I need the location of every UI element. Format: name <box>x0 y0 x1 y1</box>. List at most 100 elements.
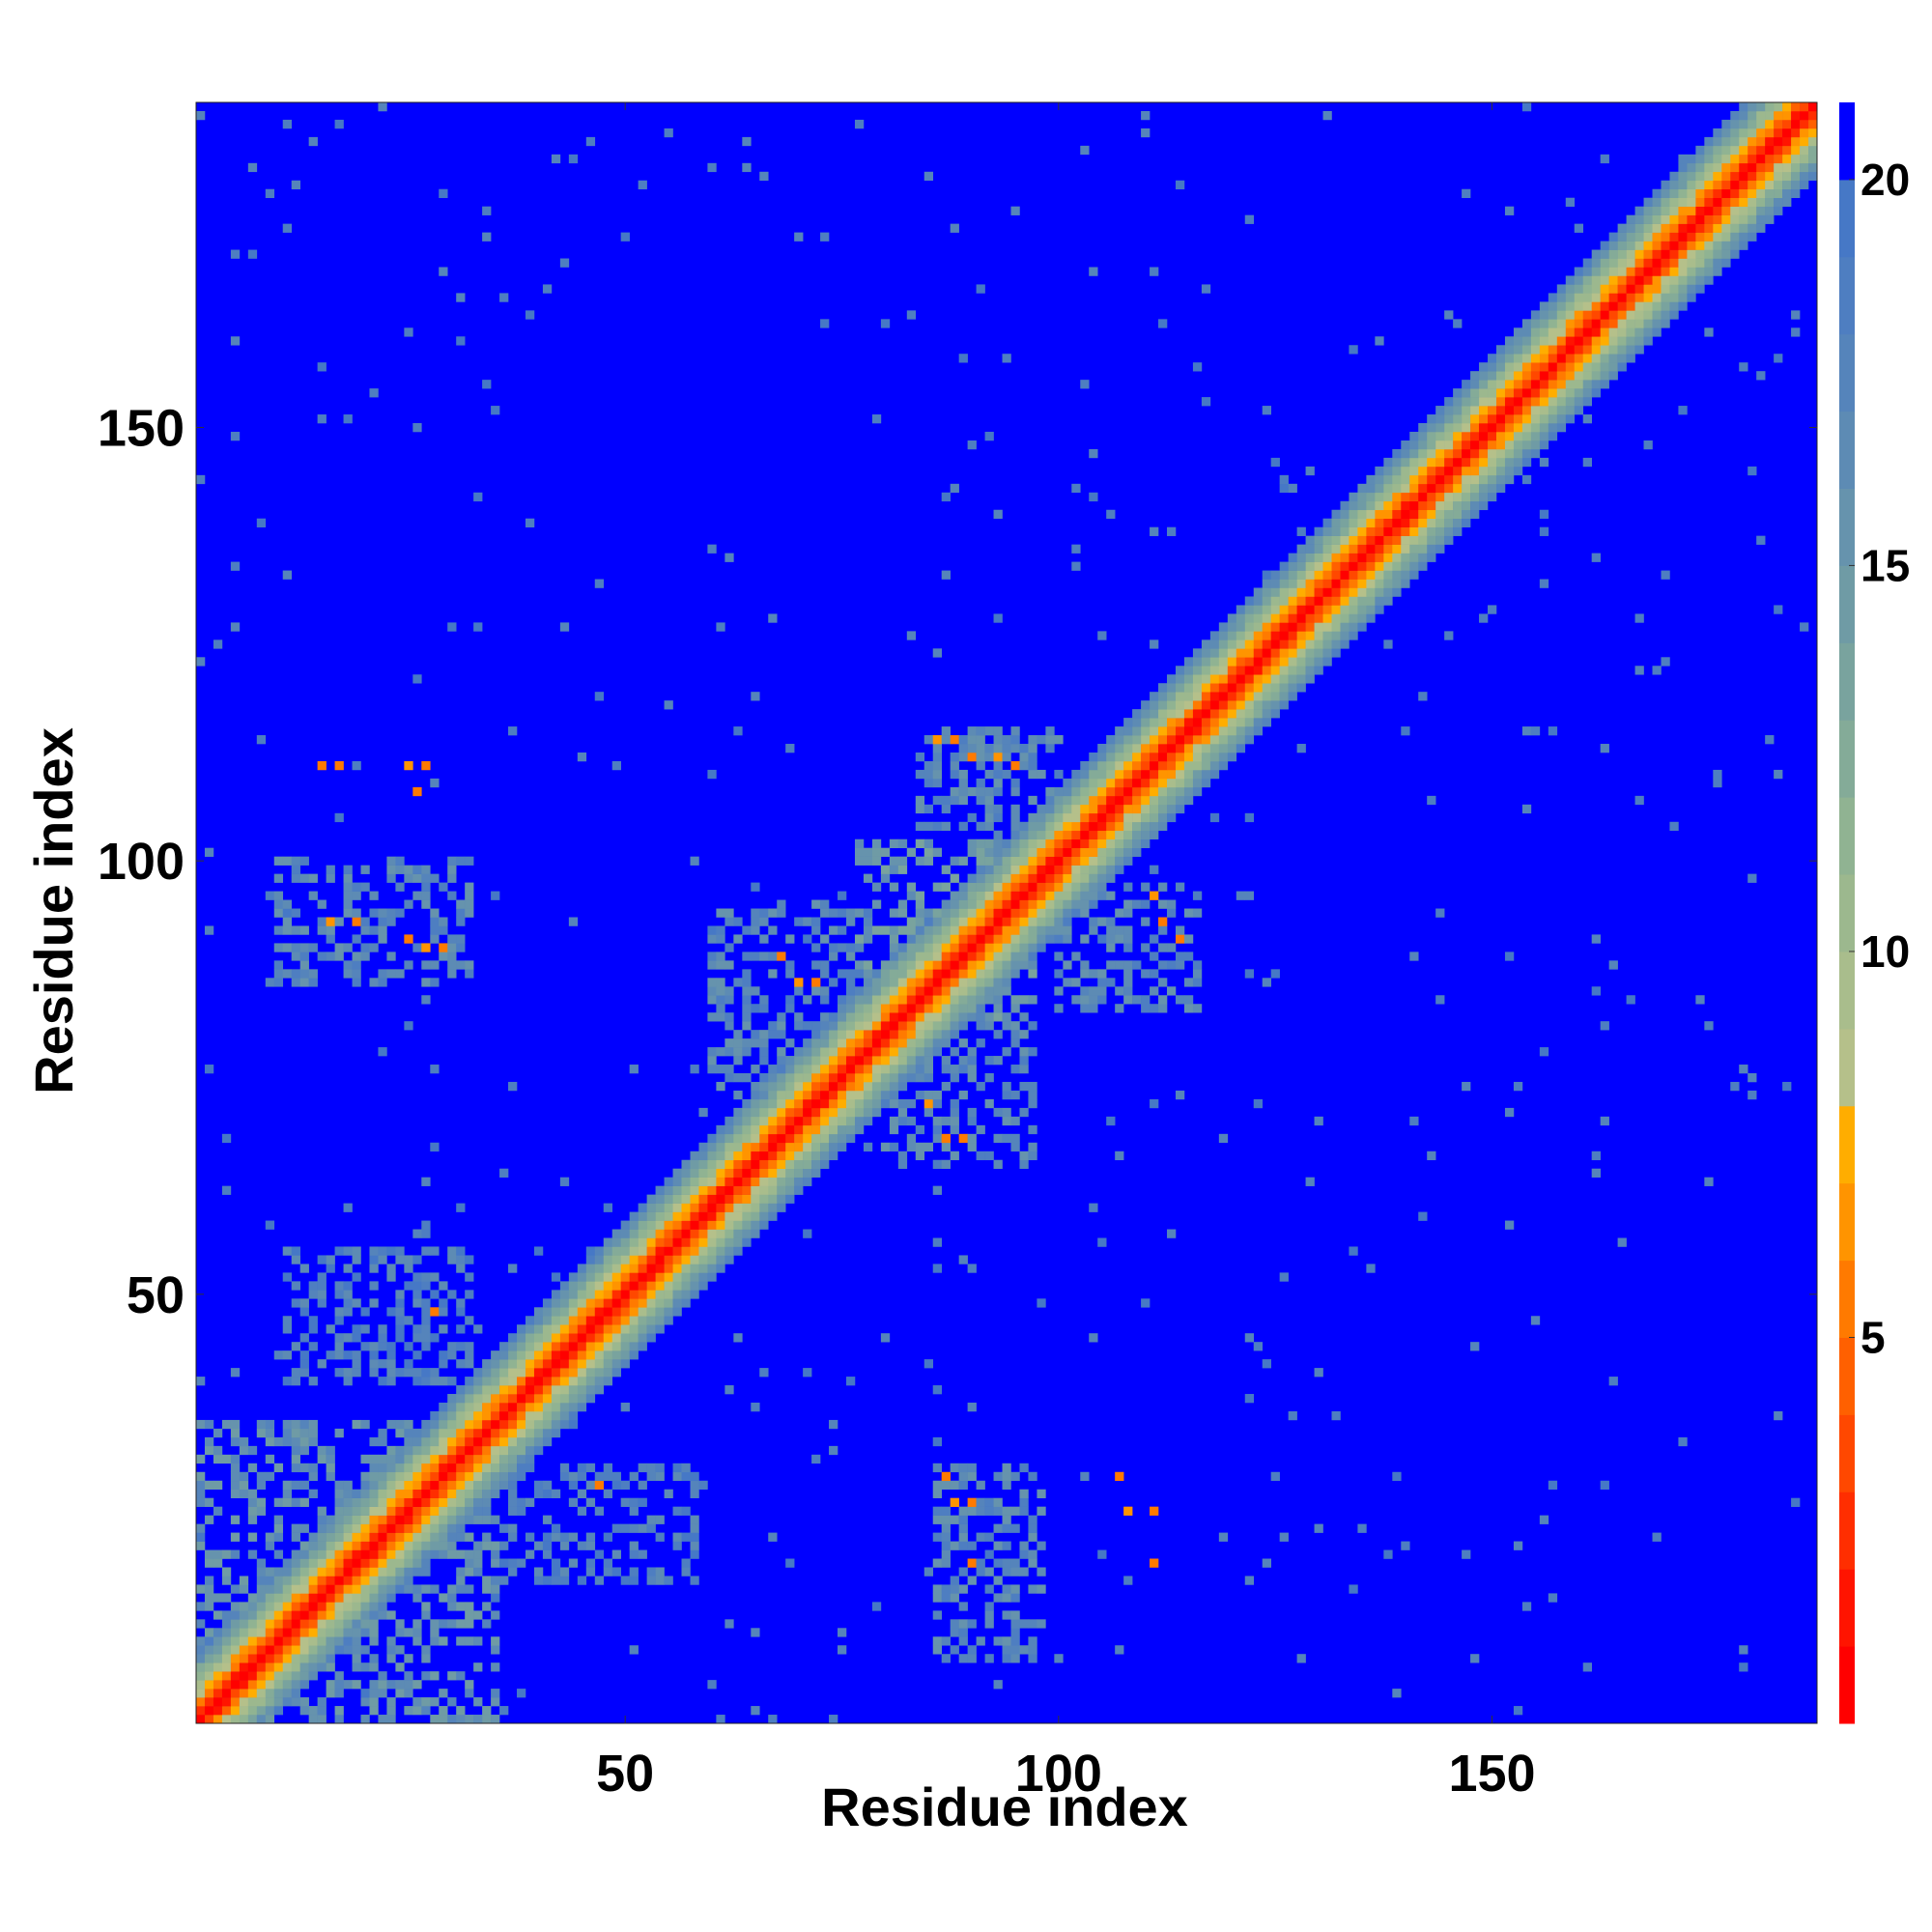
heatmap-cell <box>742 1220 752 1230</box>
heatmap-cell <box>1141 804 1151 814</box>
heatmap-cell <box>1331 622 1341 632</box>
heatmap-cell <box>395 1567 405 1577</box>
heatmap-cell <box>1045 934 1055 944</box>
heatmap-cell <box>897 856 908 866</box>
heatmap-cell <box>1488 362 1497 372</box>
heatmap-cell <box>1270 587 1280 597</box>
heatmap-cell <box>421 1229 431 1238</box>
heatmap-cell <box>1669 197 1679 207</box>
heatmap-cell <box>1054 1004 1064 1013</box>
heatmap-cell <box>1002 1116 1011 1126</box>
heatmap-cell <box>1444 474 1454 485</box>
heatmap-cell <box>1556 397 1567 407</box>
heatmap-cell <box>1158 917 1168 926</box>
heatmap-cell <box>880 978 891 987</box>
heatmap-cell <box>1383 500 1393 511</box>
heatmap-cell <box>1262 587 1271 597</box>
heatmap-cell <box>412 1290 422 1299</box>
heatmap-cell <box>568 154 579 164</box>
heatmap-cell <box>915 1004 925 1013</box>
heatmap-cell <box>1730 188 1740 198</box>
heatmap-cell <box>1123 934 1133 944</box>
heatmap-cell <box>1539 301 1549 311</box>
heatmap-cell <box>395 1454 405 1464</box>
heatmap-cell <box>221 1645 232 1655</box>
heatmap-cell <box>265 1680 275 1690</box>
heatmap-cell <box>1548 388 1558 398</box>
heatmap-cell <box>1349 518 1358 527</box>
heatmap-cell <box>620 1333 630 1343</box>
heatmap-cell <box>1418 518 1428 527</box>
heatmap-cell <box>1063 934 1072 944</box>
heatmap-cell <box>585 1342 596 1351</box>
heatmap-cell <box>378 1689 387 1698</box>
heatmap-cell <box>1288 648 1297 658</box>
heatmap-cell <box>1626 258 1635 268</box>
heatmap-cell <box>1652 275 1662 285</box>
heatmap-cell <box>1521 336 1532 346</box>
heatmap-cell <box>1765 162 1775 173</box>
heatmap-cell <box>308 873 318 883</box>
heatmap-cell <box>967 1645 977 1655</box>
heatmap-cell <box>256 1584 267 1594</box>
heatmap-cell <box>646 1307 656 1317</box>
heatmap-cell <box>768 1021 778 1031</box>
heatmap-cell <box>603 1316 613 1325</box>
heatmap-cell <box>1002 752 1011 762</box>
heatmap-cell <box>811 1142 821 1152</box>
heatmap-cell <box>204 1680 214 1690</box>
heatmap-cell <box>1080 934 1090 944</box>
heatmap-cell <box>517 1359 526 1369</box>
heatmap-cell <box>291 969 300 979</box>
heatmap-cell <box>1002 1567 1011 1577</box>
heatmap-cell <box>1808 171 1818 182</box>
heatmap-cell <box>1097 986 1107 996</box>
heatmap-cell <box>525 1368 535 1378</box>
heatmap-cell <box>256 1428 267 1438</box>
heatmap-cell <box>395 1324 405 1334</box>
heatmap-cell <box>196 1662 206 1672</box>
heatmap-cell <box>533 1445 544 1456</box>
heatmap-cell <box>672 1177 682 1186</box>
heatmap-cell <box>733 1185 743 1195</box>
heatmap-cell <box>1504 440 1515 450</box>
heatmap-cell <box>421 1316 431 1325</box>
heatmap-cell <box>456 1203 466 1212</box>
heatmap-cell <box>932 952 942 961</box>
heatmap-cell <box>282 1628 292 1637</box>
heatmap-cell <box>906 1073 917 1083</box>
heatmap-cell <box>1279 657 1289 667</box>
heatmap-cell <box>1444 483 1454 494</box>
heatmap-cell <box>768 1073 778 1083</box>
heatmap-cell <box>1513 371 1523 381</box>
heatmap-cell <box>1418 692 1428 701</box>
heatmap-cell <box>273 1532 284 1542</box>
heatmap-cell <box>724 1185 734 1195</box>
heatmap-cell <box>915 752 925 762</box>
heatmap-cell <box>1183 995 1194 1005</box>
heatmap-cell <box>906 1038 917 1048</box>
heatmap-cell <box>1071 978 1081 987</box>
heatmap-cell <box>1123 795 1133 806</box>
heatmap-cell <box>404 327 413 337</box>
heatmap-cell <box>1167 718 1177 727</box>
heatmap-cell <box>941 1004 951 1013</box>
heatmap-cell <box>308 1715 318 1724</box>
heatmap-cell <box>1652 327 1662 337</box>
heatmap-cell <box>1010 873 1020 883</box>
heatmap-cell <box>1097 838 1107 848</box>
heatmap-cell <box>430 1410 440 1421</box>
heatmap-cell <box>941 952 951 961</box>
heatmap-cell <box>984 1151 994 1161</box>
heatmap-cell <box>611 1342 621 1351</box>
heatmap-cell <box>343 1203 353 1212</box>
heatmap-cell <box>768 1211 778 1221</box>
heatmap-cell <box>421 1471 431 1482</box>
heatmap-cell <box>1349 345 1358 355</box>
heatmap-cell <box>759 1081 769 1092</box>
heatmap-cell <box>404 1567 413 1577</box>
heatmap-cell <box>1054 769 1064 780</box>
heatmap-cell <box>1115 769 1124 780</box>
heatmap-cell <box>1123 847 1133 857</box>
heatmap-cell <box>1158 744 1168 753</box>
